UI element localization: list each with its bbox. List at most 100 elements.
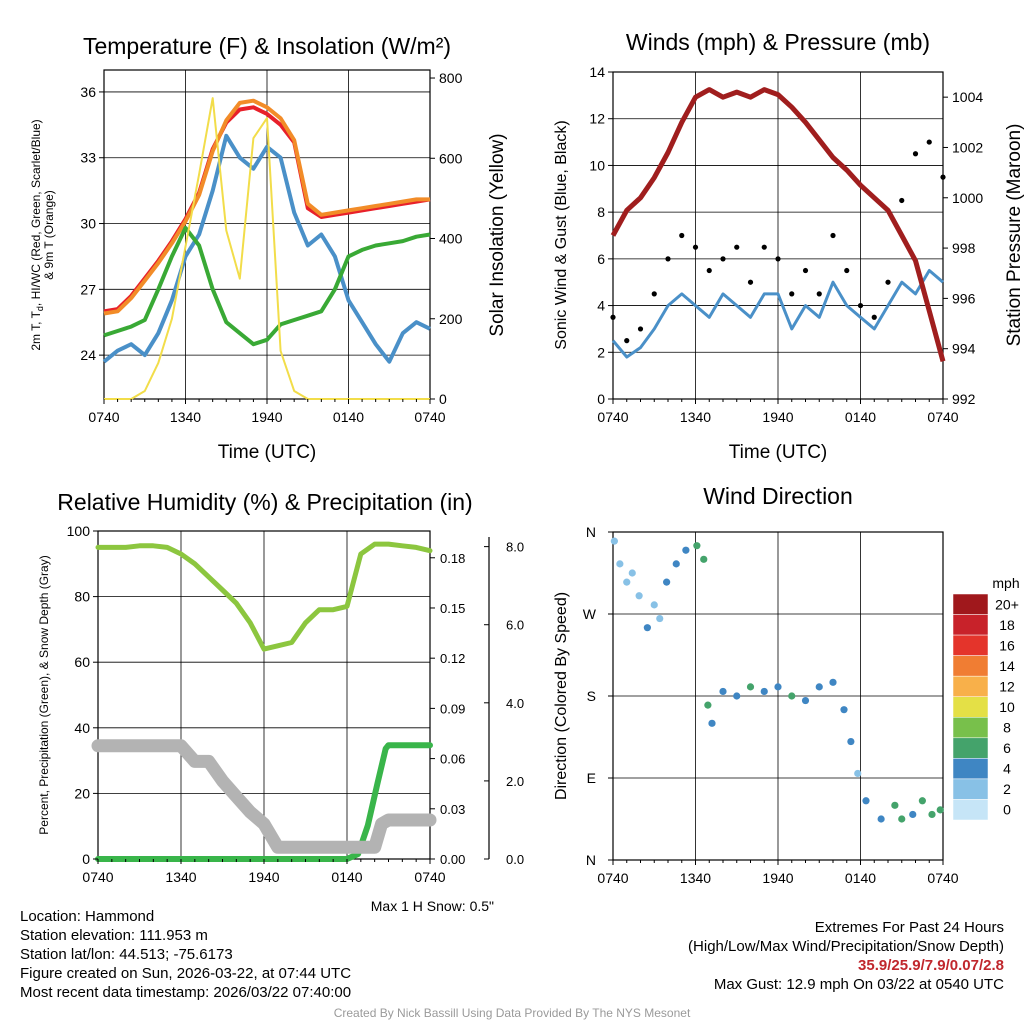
y2-tick-label-400: 400 [439,231,463,247]
max-gust-text: Max Gust: 12.9 mph On 03/22 at 0540 UTC [713,976,1004,993]
x-tick-label-0140: 0140 [333,409,364,425]
gust-point [802,267,809,274]
y2-tick-label-998: 998 [952,240,976,256]
gust-point [734,244,740,250]
snow-tick-label-4: 8.0 [506,540,524,555]
y-tick-label-1: E [587,770,596,786]
x-tick-label-0740: 0740 [597,870,628,886]
extremes-values: 35.9/25.9/7.9/0.07/2.8 [858,957,1004,974]
y-tick-label-0: 0 [597,391,605,407]
precip-tick-label-6: 0.18 [440,551,465,566]
gust-point [816,291,822,297]
direction-point [656,614,664,623]
snow-annotation: Max 1 H Snow: 0.5" [371,898,494,914]
direction-point [788,692,796,700]
humidity-panel: 0 20 40 60 80 100 0.00 0.03 0.06 0.09 0.12 0.15 0.18… [37,489,524,914]
location-text: Location: Hammond [20,908,155,925]
ylabel-subscript: d [35,306,45,311]
station-info: Location: Hammond Station elevation: 111… [20,907,351,1002]
y-tick-label-4: 4 [597,298,605,314]
direction-point [801,696,810,705]
ylabel-part-b: , HI/WC (Red, Green, Scarlet/Blue) [29,119,43,306]
snow-tick-label-3: 6.0 [506,618,524,633]
x-tick-label-0140: 0140 [845,409,876,425]
y-tick-label-36: 36 [80,84,96,100]
gust-point [871,314,877,320]
colorbar-label-20+: 20+ [995,596,1019,612]
x-tick-label-0140: 0140 [331,869,362,885]
series-line-station-pressure [610,87,946,362]
x-tick-label-1340: 1340 [680,409,711,425]
direction-point [643,624,651,632]
gust-point [651,291,657,297]
colorbar-label-16: 16 [999,637,1015,653]
direction-point [898,815,906,823]
direction-point [650,601,658,609]
series-line-relative-humidity [95,541,433,652]
x-tick-label-1340: 1340 [170,409,201,425]
precip-tick-label-5: 0.15 [440,601,465,616]
gust-point [857,302,864,309]
direction-point [815,683,823,691]
colorbar-label-4: 4 [1003,761,1011,777]
gust-point [706,267,712,274]
direction-point [663,578,671,586]
direction-point [891,801,899,809]
snow-tick-label-1: 2.0 [506,774,524,789]
direction-point [774,683,782,691]
gust-point [926,139,932,145]
direction-point [719,687,727,696]
series-line-9m-temperature [103,98,430,316]
x-tick-label-1940: 1940 [251,409,282,425]
gust-point [761,244,767,250]
precip-tick-label-4: 0.12 [440,651,465,666]
y-axis-label-line1: 2m T, Td, HI/WC (Red, Green, Scarlet/Blu… [29,119,45,350]
gust-point [885,279,891,285]
y2-tick-label-1004: 1004 [952,89,983,105]
direction-point [704,701,712,709]
colorbar-label-0: 0 [1003,802,1011,818]
colorbar-swatch [952,675,989,697]
gust-point [679,232,685,239]
direction-point [854,769,862,778]
y-axis-label-line2: & 9m T (Orange) [42,190,56,280]
colorbar-label-2: 2 [1003,781,1011,797]
colorbar-swatch [952,758,989,780]
direction-point [682,546,690,554]
gust-point [899,197,905,204]
colorbar-swatch [952,614,989,636]
colorbar-label-12: 12 [999,678,1015,694]
y2-axis-label: Solar Insolation (Yellow) [487,133,508,336]
chart-title: Temperature (F) & Insolation (W/m²) [83,33,451,59]
direction-point [840,706,848,714]
y-tick-label-12: 12 [589,111,605,127]
colorbar-label-10: 10 [999,699,1015,715]
extremes-title: Extremes For Past 24 Hours [814,919,1004,936]
direction-point [909,810,917,819]
x-tick-label-0740: 0740 [597,409,628,425]
y-tick-label-2: S [587,688,596,704]
y2-tick-label-600: 600 [439,150,463,166]
created-text: Figure created on Sun, 2026-03-22, at 07… [20,965,352,982]
colorbar-label-8: 8 [1003,720,1011,736]
direction-point [610,537,618,545]
y-tick-label-27: 27 [80,281,96,297]
y2-tick-label-992: 992 [952,391,976,407]
y-tick-label-40: 40 [74,720,90,736]
winds-panel: 0 2 4 6 8 10 12 14 992 994 996 998 1000 1002 1004 0740 1… [553,29,1024,463]
chart-title: Wind Direction [703,483,853,509]
y-tick-label-4: N [586,524,596,540]
credit-text: Created By Nick Bassill Using Data Provi… [333,1006,691,1020]
y-tick-label-30: 30 [80,216,96,232]
y-tick-label-20: 20 [74,785,90,801]
colorbar-swatch [952,737,989,759]
precip-tick-label-0: 0.00 [440,852,465,867]
chart-title: Relative Humidity (%) & Precipitation (i… [57,489,472,515]
gust-point [747,279,754,285]
direction-point [693,542,701,550]
direction-point [700,555,708,563]
y2-tick-label-994: 994 [952,341,976,357]
x-tick-label-1940: 1940 [248,869,279,885]
